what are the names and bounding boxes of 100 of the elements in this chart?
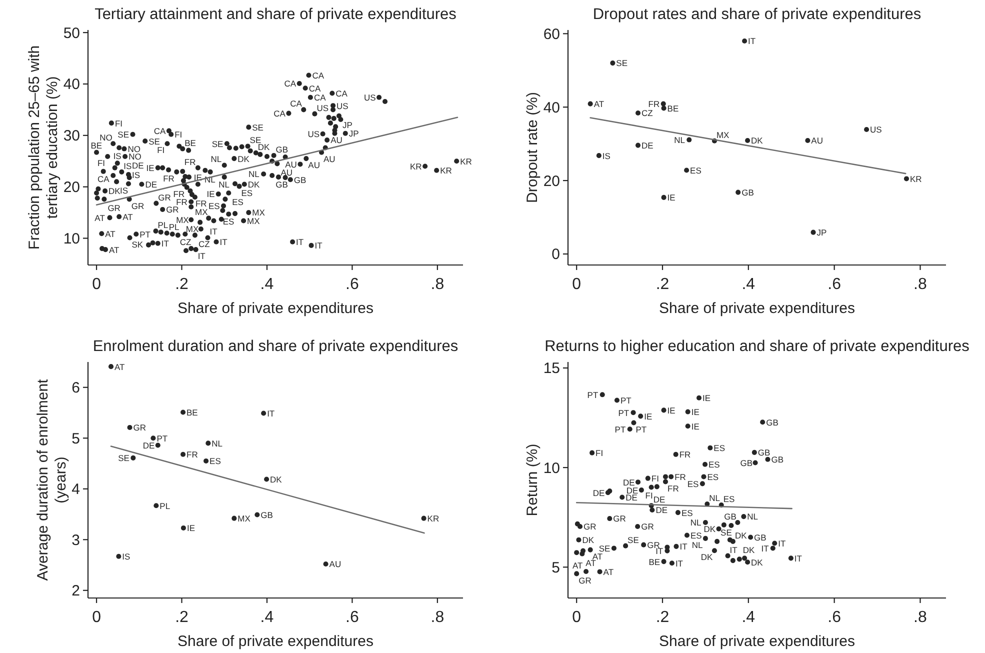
data-label: DE xyxy=(592,488,606,498)
x-axis-title: Share of private expenditures xyxy=(659,633,855,650)
data-label: PT xyxy=(614,424,626,434)
data-label: GR xyxy=(131,200,144,211)
point xyxy=(805,138,810,144)
data-label: AU xyxy=(330,135,342,146)
data-label: DE xyxy=(145,179,158,190)
data-label: GR xyxy=(133,422,146,433)
y-tick-label: 10 xyxy=(63,230,80,248)
data-label: PT xyxy=(587,390,598,400)
data-label: IT xyxy=(761,543,769,554)
data-label: GB xyxy=(742,187,754,198)
x-tick-label: .2 xyxy=(175,276,189,293)
data-label: DK xyxy=(751,557,764,568)
data-label: AU xyxy=(329,559,342,570)
point xyxy=(742,38,748,44)
data-label: IE xyxy=(667,405,676,416)
y-tick-label: 20 xyxy=(543,172,560,190)
data-label: GB xyxy=(294,174,307,185)
y-tick-label: 40 xyxy=(543,99,560,116)
data-label: ES xyxy=(241,188,253,198)
data-label: IT xyxy=(730,544,738,555)
data-label: IS xyxy=(113,151,122,162)
data-label: GR xyxy=(613,514,626,524)
data-label: NL xyxy=(212,438,223,448)
point xyxy=(661,194,666,200)
data-label: BE xyxy=(90,140,102,150)
data-label: IT xyxy=(267,408,275,418)
data-label: NL xyxy=(248,169,260,180)
data-label: PL xyxy=(168,222,180,232)
point xyxy=(904,176,910,182)
data-label: CA xyxy=(154,126,166,136)
point xyxy=(232,516,237,521)
data-label: IE xyxy=(667,192,676,203)
data-label: MX xyxy=(176,214,190,225)
data-label: IS xyxy=(602,150,611,161)
data-label: FR xyxy=(648,99,660,110)
data-label: FI xyxy=(174,130,182,140)
y-tick-label: 50 xyxy=(63,24,80,42)
data-label: US xyxy=(364,92,376,103)
data-label: NO xyxy=(128,144,141,154)
data-label: DK xyxy=(751,136,764,146)
data-label: NL xyxy=(218,180,230,190)
data-label: US xyxy=(308,129,320,140)
point xyxy=(635,142,641,148)
data-label: DK xyxy=(238,154,250,164)
data-label: NL xyxy=(210,154,222,164)
data-label: FR xyxy=(176,196,188,207)
data-label: NL xyxy=(747,512,758,522)
point xyxy=(150,436,156,441)
data-label: CA xyxy=(314,92,326,103)
point xyxy=(864,126,870,132)
data-label: JP xyxy=(816,228,828,238)
point xyxy=(810,230,816,235)
x-tick-label: 0 xyxy=(572,276,582,293)
point xyxy=(745,138,750,144)
y-tick-label: 0 xyxy=(552,246,560,264)
y-axis-title: Average duration of enrolment (years) xyxy=(34,378,70,581)
point xyxy=(610,60,616,66)
data-label: MX xyxy=(195,207,208,218)
data-label: GB xyxy=(724,512,737,522)
data-label: NL xyxy=(709,493,720,503)
y-tick-label: 3 xyxy=(72,532,80,549)
y-tick-label: 4 xyxy=(72,481,80,498)
data-label: MX xyxy=(247,216,260,226)
x-tick-label: .8 xyxy=(430,609,444,626)
data-label: BE xyxy=(186,407,198,418)
data-label: GB xyxy=(758,448,771,458)
x-tick-label: .6 xyxy=(828,276,842,293)
data-label: SE xyxy=(628,534,640,545)
data-label: IT xyxy=(778,538,786,548)
data-label: ES xyxy=(681,508,694,518)
chart-title: Tertiary attainment and share of private expenditures xyxy=(94,6,457,23)
data-label: IS xyxy=(132,170,140,180)
data-label: IE xyxy=(644,411,652,422)
y-tick-label: 20 xyxy=(63,179,80,196)
data-label: IT xyxy=(680,542,688,552)
data-label: IE xyxy=(691,421,700,432)
x-tick-label: .6 xyxy=(346,609,359,626)
data-label: DE xyxy=(132,160,144,170)
data-label: AT xyxy=(572,560,583,571)
y-tick-label: 40 xyxy=(63,76,80,94)
data-label: GR xyxy=(108,203,120,214)
data-label: CA xyxy=(312,70,324,80)
data-label: FI xyxy=(157,145,165,156)
data-label: FR xyxy=(184,156,196,167)
data-label: FI xyxy=(651,474,659,484)
data-label: US xyxy=(870,124,882,135)
point xyxy=(127,424,132,430)
data-label: GB xyxy=(754,532,767,542)
x-tick-label: .8 xyxy=(914,609,927,626)
data-label: IT xyxy=(161,238,169,249)
data-label: KR xyxy=(440,166,452,176)
data-label: GB xyxy=(276,180,288,190)
data-label: IT xyxy=(656,546,664,556)
data-label: ES xyxy=(690,165,702,176)
point xyxy=(596,153,602,158)
data-label: ES xyxy=(210,456,222,466)
x-tick-label: .8 xyxy=(914,276,927,293)
chart-title: Enrolment duration and share of private expenditures xyxy=(92,338,458,355)
